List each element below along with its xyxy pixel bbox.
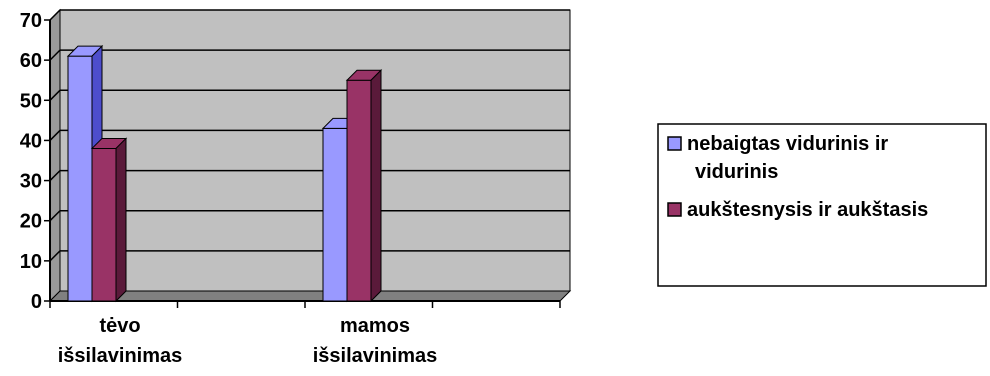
bar-front (346, 79, 372, 302)
y-tick-label: 20 (20, 211, 42, 233)
gridline (49, 169, 570, 182)
y-tick-label: 70 (20, 10, 42, 32)
plot-back-wall (59, 9, 571, 292)
gridline (49, 250, 570, 262)
bar (90, 137, 128, 303)
bars (66, 44, 383, 303)
bar-side (115, 137, 127, 303)
y-tick-label: 10 (20, 251, 42, 273)
legend: nebaigtas vidurinis ir vidurinis aukštesny… (657, 123, 987, 287)
axes (44, 19, 561, 308)
legend-entry-label: nebaigtas vidurinis ir vidurinis (687, 133, 888, 183)
y-tick-label: 40 (20, 130, 42, 152)
y-tick-label: 0 (31, 291, 42, 313)
gridline (49, 209, 570, 222)
y-tick-label: 50 (20, 90, 42, 112)
x-category-label: tėvo išsilavinimas (58, 315, 183, 367)
legend-swatch (667, 136, 682, 151)
plot-area (48, 8, 572, 303)
plot-side-wall (49, 8, 61, 303)
gridlines (49, 9, 570, 262)
plot-floor (48, 290, 572, 302)
bar-front (322, 127, 348, 302)
gridline (49, 89, 570, 101)
legend-box (657, 123, 987, 287)
y-tick-label: 30 (20, 171, 42, 193)
bar-front (91, 147, 117, 302)
x-category-label: mamos išsilavinimas (313, 315, 438, 367)
gridline (49, 129, 570, 141)
bar-front (67, 55, 93, 302)
bar-side (370, 69, 382, 303)
legend-swatch (667, 202, 682, 217)
axis-labels: 0 10 20 30 40 50 60 70 tėvo išsilavinimas mamos išs… (20, 10, 438, 367)
gridline (49, 9, 570, 21)
y-tick-label: 60 (20, 50, 42, 72)
bar (345, 69, 383, 303)
gridline (49, 49, 570, 61)
legend-entry-label: aukštesnysis ir aukštasis (687, 199, 928, 221)
